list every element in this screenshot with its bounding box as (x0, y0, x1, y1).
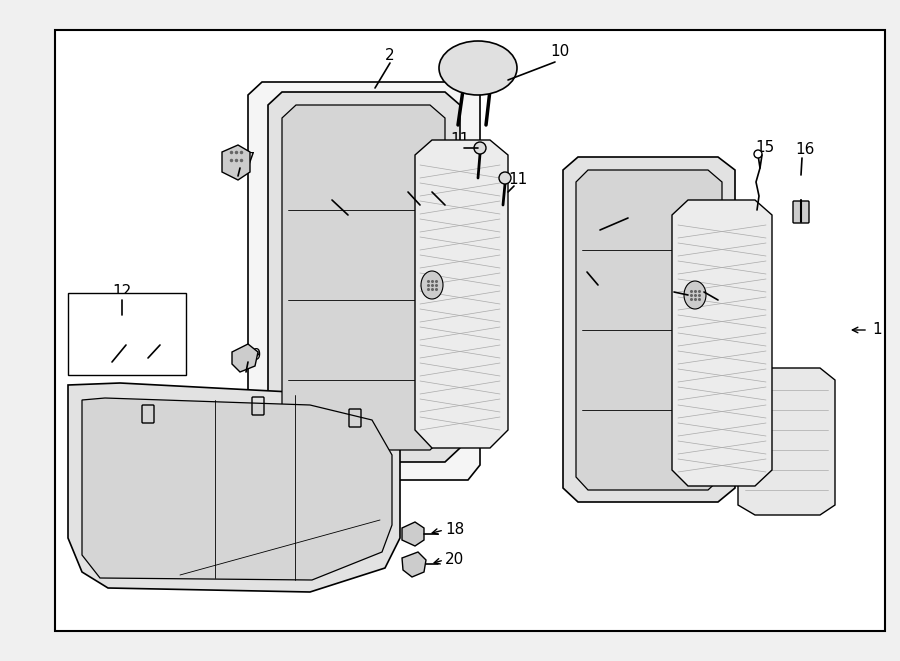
Text: 3: 3 (633, 204, 643, 219)
Ellipse shape (439, 41, 517, 95)
Polygon shape (268, 92, 460, 462)
Circle shape (754, 150, 762, 158)
Polygon shape (563, 157, 735, 502)
Text: 1: 1 (872, 323, 882, 338)
Polygon shape (82, 398, 392, 580)
Polygon shape (68, 383, 400, 592)
FancyBboxPatch shape (55, 30, 885, 631)
Text: 15: 15 (755, 139, 775, 155)
Text: 18: 18 (446, 522, 464, 537)
Circle shape (474, 142, 486, 154)
Polygon shape (576, 170, 722, 490)
Text: 4: 4 (320, 184, 329, 200)
Text: 8: 8 (420, 178, 430, 192)
Circle shape (499, 172, 511, 184)
Polygon shape (402, 552, 426, 577)
Text: 14: 14 (123, 329, 142, 344)
Polygon shape (248, 82, 480, 480)
Text: 12: 12 (112, 284, 131, 299)
Text: 11: 11 (508, 173, 527, 188)
Text: 20: 20 (446, 553, 464, 568)
FancyBboxPatch shape (68, 293, 186, 375)
Text: 16: 16 (796, 143, 814, 157)
Text: 2: 2 (385, 48, 395, 63)
Text: 6: 6 (395, 178, 405, 192)
Text: 10: 10 (551, 44, 570, 59)
Text: 11: 11 (450, 132, 470, 147)
Text: 19: 19 (242, 348, 262, 362)
Ellipse shape (421, 271, 443, 299)
Polygon shape (232, 344, 258, 372)
Polygon shape (415, 140, 508, 448)
Text: 9: 9 (692, 278, 702, 293)
Polygon shape (402, 522, 424, 546)
Text: 13: 13 (156, 329, 175, 344)
Ellipse shape (684, 281, 706, 309)
Text: 17: 17 (237, 153, 256, 167)
Polygon shape (222, 145, 250, 180)
Polygon shape (282, 105, 445, 450)
Text: 7: 7 (663, 278, 673, 293)
FancyBboxPatch shape (793, 201, 809, 223)
Text: 5: 5 (575, 258, 585, 272)
Polygon shape (738, 368, 835, 515)
Polygon shape (672, 200, 772, 486)
